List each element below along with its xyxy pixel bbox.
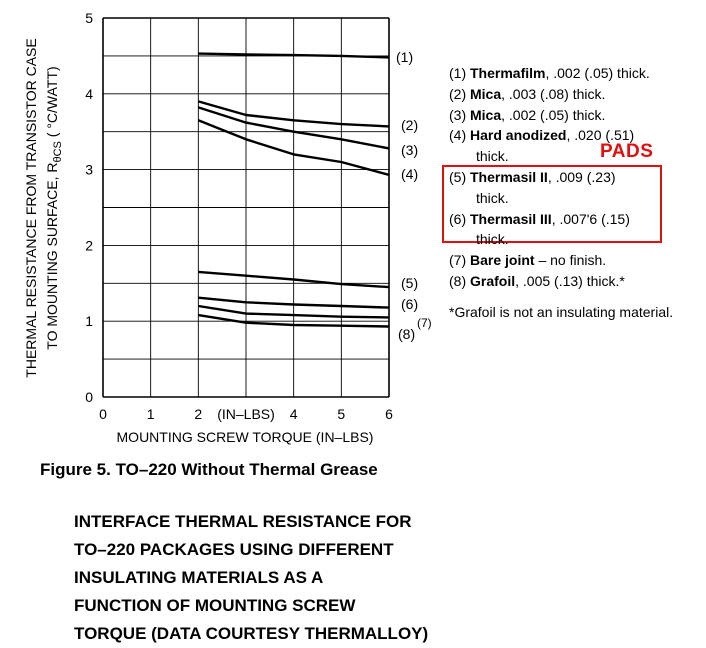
chart-ticks: 0 1 2 4 5 6 (IN–LBS) 0 1 2 3 4 5	[85, 10, 393, 422]
y-tick-label: 0	[85, 389, 93, 405]
legend-item: (2) Mica, .003 (.08) thick.	[449, 84, 673, 105]
description-line: INSULATING MATERIALS AS A	[74, 568, 324, 587]
legend-item-spec: , .009 (.23)	[547, 168, 616, 185]
y-tick-label: 2	[85, 237, 93, 253]
legend-item-material: Thermafilm	[470, 65, 546, 81]
y-axis-label-suffix: ( °C/WATT)	[44, 66, 60, 141]
chart-grid	[102, 17, 390, 398]
legend-item: (7) Bare joint – no finish.	[449, 250, 673, 271]
legend-item-material: Hard anodized	[470, 127, 567, 144]
legend-item-number: (2)	[449, 85, 470, 102]
series-label: (5)	[401, 275, 418, 291]
legend-item-material: Mica	[470, 85, 502, 102]
legend-item-material: Thermasil II	[470, 168, 548, 185]
y-axis-label-line1: THERMAL RESISTANCE FROM TRANSISTOR CASE	[23, 38, 39, 377]
x-tick-label: 6	[385, 406, 393, 422]
legend-item-material: Grafoil	[470, 272, 516, 289]
legend-item: (5) Thermasil II, .009 (.23)	[449, 167, 673, 188]
x-axis-label: MOUNTING SCREW TORQUE (IN–LBS)	[117, 429, 374, 445]
legend-item-spec: , .002 (.05) thick.	[501, 106, 606, 123]
x-tick-label: 0	[99, 406, 107, 422]
series-label: (3)	[401, 142, 418, 158]
series-line	[198, 296, 390, 309]
series-line	[198, 270, 390, 289]
series-label: (7)	[417, 316, 432, 330]
y-tick-label: 5	[85, 10, 93, 26]
x-tick-label: 5	[337, 406, 345, 422]
description-line: INTERFACE THERMAL RESISTANCE FOR	[74, 512, 412, 531]
legend-item-spec: , .002 (.05) thick.	[545, 65, 650, 81]
chart-curve-labels: (1) (2) (3) (4) (5) (6) (7)(8)	[396, 49, 432, 342]
legend-item-number: (8)	[449, 272, 470, 289]
legend-item-continuation: thick.	[476, 148, 509, 165]
legend-note: *Grafoil is not an insulating material.	[449, 303, 674, 320]
series-line	[197, 119, 390, 177]
legend-item-number: (4)	[449, 127, 470, 144]
legend-item-spec: , .020 (.51)	[566, 127, 635, 144]
legend-item-continuation: thick.	[476, 189, 509, 206]
legend-item-number: (1)	[449, 65, 470, 81]
series-line	[198, 304, 390, 319]
series-line	[197, 100, 390, 128]
legend-item-spec: , .007'6 (.15)	[551, 210, 630, 227]
figure-description: INTERFACE THERMAL RESISTANCE FOR TO–220 …	[74, 508, 544, 648]
y-axis-label-prefix: TO MOUNTING SURFACE, R	[44, 163, 60, 350]
series-label: (6)	[401, 296, 418, 312]
series-line	[198, 313, 390, 328]
legend-item-material: Bare joint	[470, 252, 535, 269]
description-line: FUNCTION OF MOUNTING SCREW	[74, 596, 356, 615]
legend-item-number: (7)	[449, 252, 470, 269]
x-tick-label: 4	[290, 406, 298, 422]
series-label: (4)	[401, 166, 418, 182]
y-tick-label: 4	[85, 86, 93, 102]
y-tick-label: 1	[85, 313, 93, 329]
legend-item-spec: – no finish.	[534, 252, 607, 269]
y-axis-label-subscript: θCS	[52, 141, 64, 162]
chart-curves	[197, 52, 390, 328]
description-line: TO–220 PACKAGES USING DIFFERENT	[74, 540, 394, 559]
series-label: (2)	[401, 117, 418, 133]
series-line	[197, 106, 390, 150]
description-line: TORQUE (DATA COURTESY THERMALLOY)	[74, 624, 429, 643]
pads-label: PADS	[600, 141, 654, 162]
legend-item-continuation: thick.	[476, 231, 509, 248]
legend-item: (8) Grafoil, .005 (.13) thick.*	[449, 271, 673, 292]
legend-item-spec: , .005 (.13) thick.*	[515, 272, 625, 289]
legend-item-number: (3)	[449, 106, 470, 123]
y-tick-label: 3	[85, 162, 93, 178]
x-tick-label: 2	[194, 406, 202, 422]
legend-item-material: Thermasil III	[470, 210, 552, 227]
legend-item: (6) Thermasil III, .007'6 (.15)	[449, 209, 673, 230]
x-tick-label: 1	[147, 406, 155, 422]
legend-item-number: (6)	[449, 210, 470, 227]
legend-item: (3) Mica, .002 (.05) thick.	[449, 105, 673, 126]
series-label: (1)	[396, 49, 413, 65]
legend-item: (1) Thermafilm, .002 (.05) thick.	[449, 63, 673, 84]
legend-item-number: (5)	[449, 168, 470, 185]
figure-caption: Figure 5. TO–220 Without Thermal Grease	[40, 460, 378, 479]
legend-item-material: Mica	[470, 106, 502, 123]
series-label: (8)	[398, 326, 415, 342]
legend-item: (4) Hard anodized, .020 (.51)	[449, 125, 673, 146]
x-tick-unit-label: (IN–LBS)	[217, 406, 275, 422]
y-axis-label-line2: TO MOUNTING SURFACE, RθCS ( °C/WATT)	[44, 66, 64, 349]
legend-item-spec: , .003 (.08) thick.	[501, 85, 606, 102]
chart-legend: (1) Thermafilm, .002 (.05) thick. (2) Mic…	[449, 63, 673, 323]
pads-highlight-box	[442, 165, 662, 243]
series-line	[198, 52, 390, 59]
